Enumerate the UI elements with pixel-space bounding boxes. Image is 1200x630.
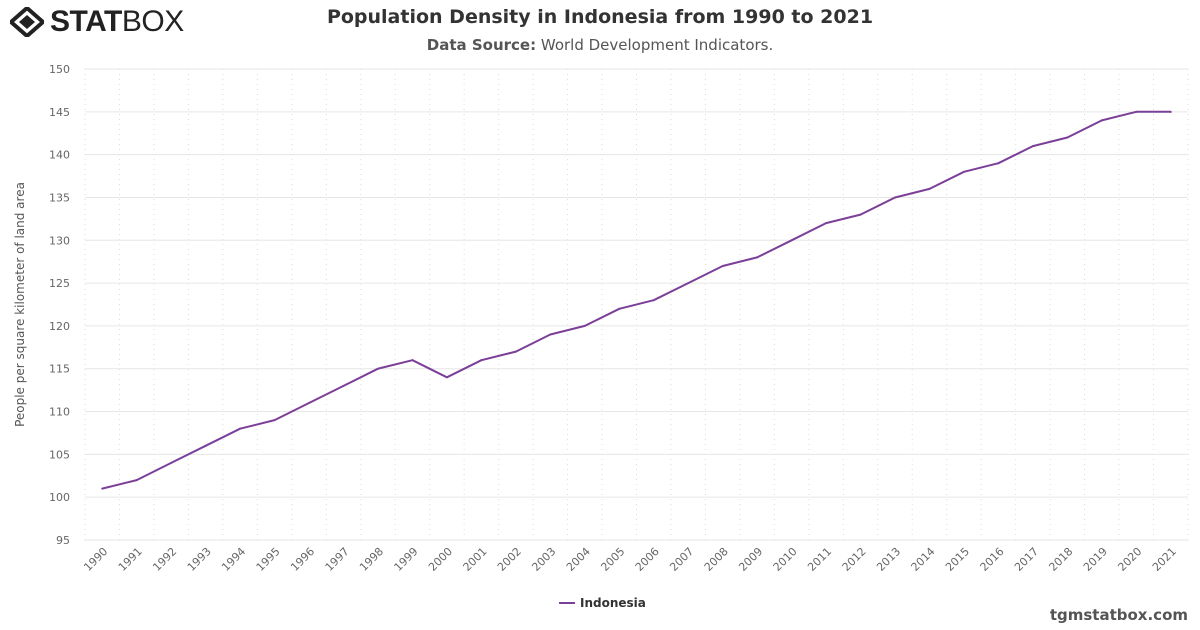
y-tick-label: 150 [49, 63, 70, 76]
footer-watermark: tgmstatbox.com [1049, 606, 1188, 624]
data-point [618, 307, 621, 310]
chart-title: Population Density in Indonesia from 199… [326, 6, 874, 28]
data-point [583, 324, 586, 327]
data-point [204, 444, 207, 447]
x-tick-label: 2015 [943, 545, 972, 574]
x-tick-label: 2004 [564, 545, 593, 574]
x-tick-label: 2021 [1150, 545, 1179, 574]
data-point [962, 170, 965, 173]
data-point [1066, 136, 1069, 139]
data-point [997, 162, 1000, 165]
data-point [342, 384, 345, 387]
x-tick-label: 2016 [978, 545, 1007, 574]
data-point [687, 282, 690, 285]
x-tick-label: 2002 [495, 545, 524, 574]
x-tick-label: 2013 [874, 545, 903, 574]
y-tick-label: 115 [49, 363, 70, 376]
subtitle-label: Data Source: [426, 36, 537, 54]
x-tick-label: 2011 [805, 545, 834, 574]
chart-subtitle: Data Source: World Development Indicator… [0, 36, 1200, 54]
data-point [549, 333, 552, 336]
statbox-logo: STATBOX [10, 5, 184, 38]
x-tick-label: 2000 [426, 545, 455, 574]
data-point [273, 419, 276, 422]
data-point [135, 479, 138, 482]
data-point [790, 239, 793, 242]
data-point [894, 196, 897, 199]
x-tick-label: 2006 [633, 545, 662, 574]
x-tick-label: 2017 [1012, 545, 1041, 574]
diamond-logo-icon [10, 7, 44, 37]
data-point [756, 256, 759, 259]
y-tick-label: 140 [49, 149, 70, 162]
x-tick-label: 1990 [81, 545, 110, 574]
x-tick-label: 2019 [1081, 545, 1110, 574]
x-tick-label: 1993 [185, 545, 214, 574]
y-tick-label: 135 [49, 191, 70, 204]
x-tick-label: 2020 [1115, 545, 1144, 574]
y-axis-title: People per square kilometer of land area [13, 182, 27, 427]
data-point [514, 350, 517, 353]
data-point [170, 461, 173, 464]
x-tick-label: 2012 [840, 545, 869, 574]
x-tick-label: 2010 [771, 545, 800, 574]
data-point [1100, 119, 1103, 122]
logo-text-light: BOX [121, 5, 184, 38]
series-line-indonesia [101, 110, 1171, 490]
y-tick-label: 95 [56, 534, 70, 547]
x-tick-label: 1996 [288, 545, 317, 574]
data-point [411, 359, 414, 362]
data-point [859, 213, 862, 216]
data-point [928, 187, 931, 190]
x-tick-label: 1991 [116, 545, 145, 574]
y-tick-label: 110 [49, 406, 70, 419]
subtitle-value: World Development Indicators. [540, 36, 774, 54]
data-point [1031, 145, 1034, 148]
data-point [721, 264, 724, 267]
data-point [480, 359, 483, 362]
y-tick-label: 120 [49, 320, 70, 333]
data-point [101, 487, 104, 490]
data-point [652, 299, 655, 302]
x-tick-label: 2014 [909, 545, 938, 574]
y-tick-label: 130 [49, 234, 70, 247]
x-tick-label: 2009 [736, 545, 765, 574]
x-tick-label: 1994 [219, 545, 248, 574]
y-tick-label: 100 [49, 491, 70, 504]
x-tick-label: 2001 [461, 545, 490, 574]
logo-text-bold: STAT [50, 5, 122, 38]
x-tick-label: 1999 [392, 545, 421, 574]
x-tick-label: 2007 [667, 545, 696, 574]
x-tick-label: 1995 [254, 545, 283, 574]
y-tick-label: 105 [49, 448, 70, 461]
y-tick-label: 145 [49, 106, 70, 119]
y-tick-label: 125 [49, 277, 70, 290]
x-tick-label: 2005 [598, 545, 627, 574]
data-point [308, 401, 311, 404]
x-tick-label: 2008 [702, 545, 731, 574]
data-point [239, 427, 242, 430]
x-tick-label: 1997 [323, 545, 352, 574]
data-point [445, 376, 448, 379]
x-tick-label: 2003 [529, 545, 558, 574]
data-point [1169, 110, 1172, 113]
legend-label: Indonesia [580, 596, 646, 610]
x-tick-label: 1998 [357, 545, 386, 574]
x-tick-label: 1992 [150, 545, 179, 574]
data-point [1135, 110, 1138, 113]
x-tick-label: 2018 [1046, 545, 1075, 574]
data-point [825, 222, 828, 225]
data-point [376, 367, 379, 370]
